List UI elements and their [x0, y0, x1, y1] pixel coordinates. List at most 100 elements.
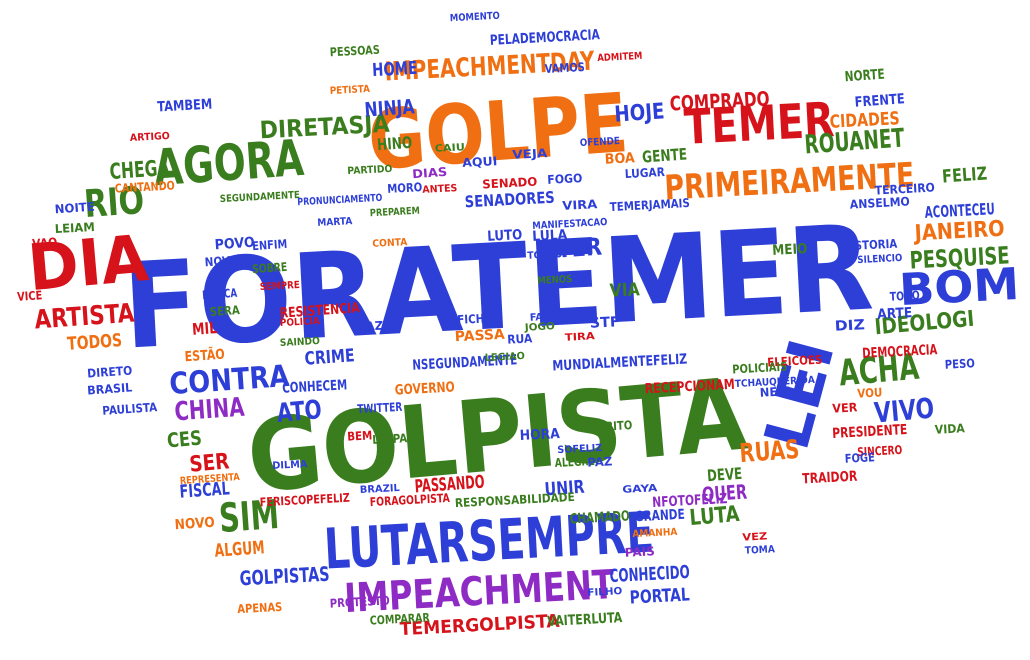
word-foragolpista: FORAGOLPISTA	[369, 491, 450, 509]
word-nunca: NUNCA	[202, 286, 238, 302]
word-gaya: GAYA	[622, 483, 658, 496]
word-momento: MOMENTO	[450, 11, 501, 25]
word-rouanet: ROUANET	[804, 124, 906, 161]
word-novas: NOVAS	[204, 253, 245, 270]
word-presidente: PRESIDENTE	[832, 422, 908, 442]
word-boa: BOA	[604, 150, 635, 168]
word-frente: FRENTE	[854, 91, 905, 110]
word-pais: PAIS	[624, 544, 655, 560]
word-feriscopefeliz: FERISCOPEFELIZ	[259, 491, 350, 510]
word-twitter: TWITTER	[357, 400, 403, 416]
word-vamos: VAMOS	[544, 60, 585, 76]
word-passa: PASSA	[454, 327, 505, 346]
word-democracia: DEMOCRACIA	[862, 342, 938, 362]
word-vez: VEZ	[742, 531, 768, 543]
word-hino: HINO	[376, 133, 412, 154]
word-quer: QUER	[701, 479, 748, 506]
word-diz: DIZ	[834, 317, 865, 335]
word-vao: VAO	[32, 235, 58, 251]
word-comparar: COMPARAR	[369, 610, 430, 627]
word-eleicoes: ELEICOES	[767, 353, 823, 370]
word-sincero: SINCERO	[857, 443, 903, 459]
word-temerjamais: TEMERJAMAIS	[609, 196, 690, 214]
word-grande: GRANDE	[634, 507, 685, 526]
word-policia: POLICIA	[280, 316, 321, 329]
word-china: CHINA	[173, 393, 245, 428]
word-meio: MEIO	[772, 241, 808, 259]
word-brasil: BRASIL	[87, 380, 133, 397]
word-arte: ARTE	[877, 305, 913, 323]
word-temer: TEMER	[683, 92, 836, 156]
word-chega: CHEGA	[109, 156, 171, 185]
word-vira: VIRA	[562, 197, 598, 213]
word-fiscal: FISCAL	[179, 478, 230, 502]
word-ter: TER	[556, 232, 603, 263]
word-admitem: ADMITEM	[597, 51, 643, 64]
word-vice: VICE	[17, 288, 43, 304]
word-diretasja: DIRETASJA	[259, 110, 391, 145]
word-comprado: COMPRADO	[669, 86, 770, 115]
word-conta: CONTA	[372, 237, 408, 250]
word-rua: RUA	[507, 331, 533, 346]
word-via: VIA	[609, 279, 640, 302]
word-noite: NOITE	[54, 200, 95, 217]
word-vida: VIDA	[934, 421, 965, 437]
word-enfim: ENFIM	[252, 237, 288, 253]
word-preparem: PREPAREM	[370, 206, 421, 220]
word-unir: UNIR	[544, 477, 585, 501]
word-peso: PESO	[944, 356, 975, 372]
word-passando: PASSANDO	[414, 472, 485, 498]
word-protesto: PROTESTO	[329, 593, 390, 610]
word-aqui: AQUI	[462, 154, 498, 170]
word-partido: PARTIDO	[347, 164, 393, 177]
word-segundamente: SEGUNDAMENTE	[220, 190, 301, 205]
word-artista: ARTISTA	[34, 299, 136, 336]
word-poa: POA	[739, 298, 770, 316]
word-responsabilidade: RESPONSABILIDADE	[455, 490, 576, 510]
word-est-o: ESTÃO	[184, 346, 225, 366]
word-new: NEW	[759, 384, 790, 400]
word-tira: TIRA	[565, 331, 596, 344]
word-jogo: JOGO	[524, 321, 556, 334]
word-terceiro: TERCEIRO	[874, 180, 935, 197]
word-tchau: TCHAU	[527, 249, 563, 262]
word-moro: MORO	[387, 180, 423, 196]
word-manifestacao: MANIFESTACAO	[532, 217, 607, 232]
word-representa: REPRESENTA	[180, 472, 241, 487]
word-gente: GENTE	[642, 144, 688, 166]
word-fogo: FOGO	[547, 171, 583, 187]
word-nsegundamente: NSEGUNDAMENTE	[412, 352, 518, 373]
word-brazil: BRAZIL	[360, 483, 401, 496]
word-acha: ACHA	[837, 347, 920, 395]
word-conhecido: CONHECIDO	[609, 562, 690, 587]
word-artigo: ARTIGO	[130, 131, 171, 144]
word-limpa: LIMPA	[372, 431, 408, 447]
word-foge: FOGE	[844, 450, 875, 466]
word-ninja: NINJA	[364, 94, 416, 121]
word-vou: VOU	[857, 385, 883, 400]
word-filho: FILHO	[587, 586, 623, 599]
word-novo: NOVO	[174, 515, 215, 534]
word-bem: BEM	[347, 428, 373, 443]
word-ser: SER	[188, 449, 230, 477]
word-resistencia: RESISTENCIA	[279, 300, 360, 322]
word-luto: LUTO	[487, 227, 523, 245]
word-paulista: PAULISTA	[102, 400, 158, 418]
word-vaza: VAZA	[357, 318, 393, 334]
word-pesquise: PESQUISE	[909, 241, 1010, 274]
word-vivo: VIVO	[873, 391, 936, 429]
word-caiu: CAIU	[435, 142, 466, 155]
word-senadores: SENADORES	[464, 188, 555, 212]
word-sera: SERA	[209, 303, 241, 319]
word-pelademocracia: PELADEMOCRACIA	[489, 27, 600, 49]
word-cidades: CIDADES	[829, 108, 900, 133]
word-ruas: RUAS	[738, 435, 800, 469]
word-cantando: CANTANDO	[114, 178, 175, 195]
word-veja: VEJA	[512, 146, 548, 162]
word-traidor: TRAIDOR	[802, 469, 858, 488]
word-vaiterluta: VAITERLUTA	[547, 610, 623, 630]
word-governo: GOVERNO	[394, 379, 455, 398]
word-sofeliz: SOFELIZ	[557, 443, 603, 456]
word-policiais: POLICIAIS	[732, 360, 788, 377]
word-conhecem: CONHECEM	[282, 377, 348, 396]
